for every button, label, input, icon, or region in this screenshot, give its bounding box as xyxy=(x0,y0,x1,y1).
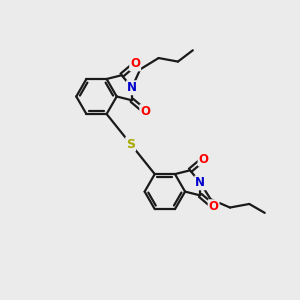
Text: O: O xyxy=(199,152,208,166)
Text: O: O xyxy=(208,200,219,213)
Text: O: O xyxy=(140,105,150,118)
Text: N: N xyxy=(195,176,205,189)
Text: S: S xyxy=(126,138,135,151)
Text: N: N xyxy=(127,81,137,94)
Text: O: O xyxy=(130,57,140,70)
